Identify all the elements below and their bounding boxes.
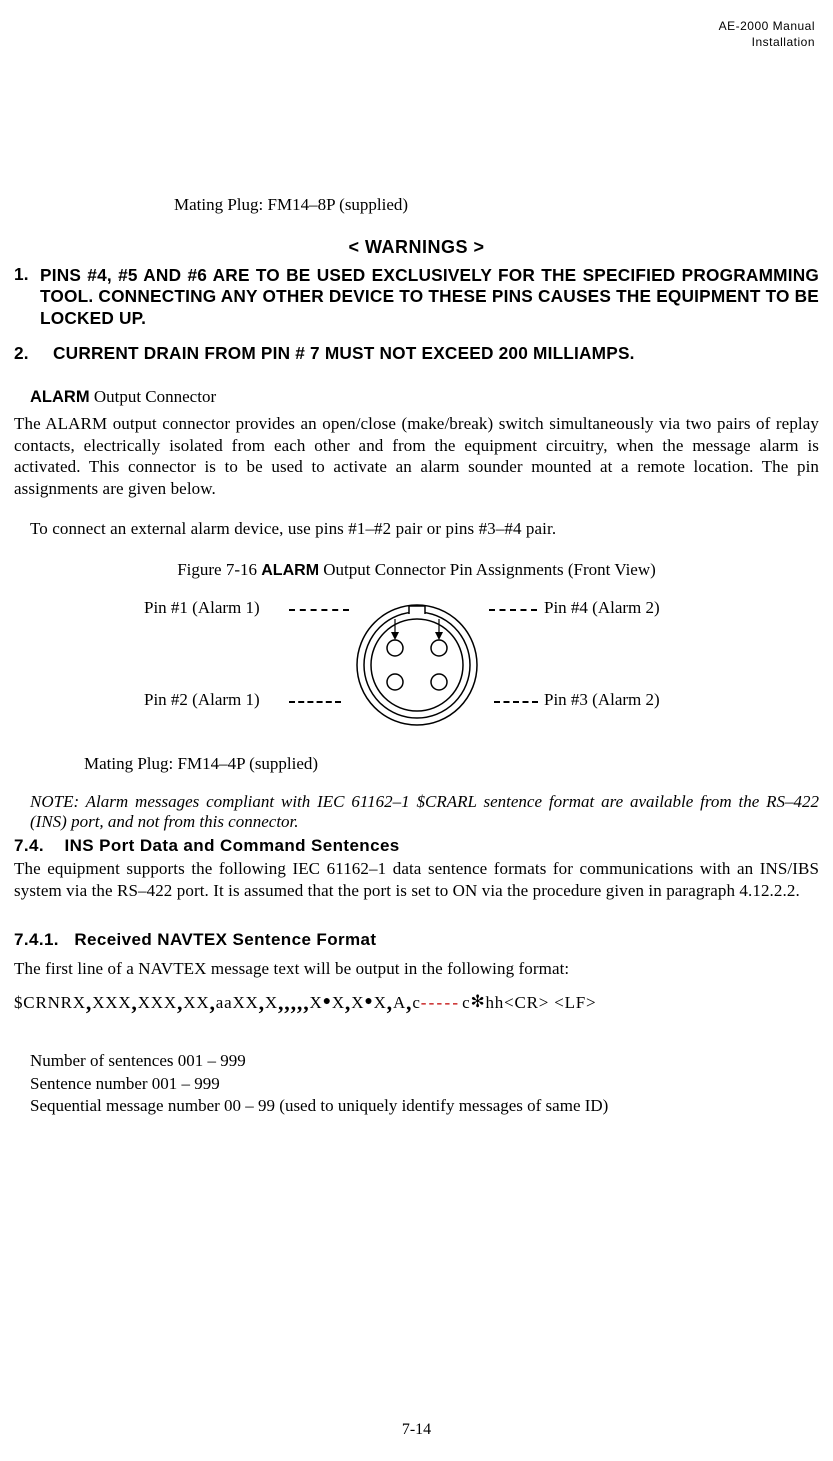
sp11: A — [393, 993, 406, 1012]
mating-plug-bottom: Mating Plug: FM14–4P (supplied) — [84, 754, 819, 774]
sec741-title: Received NAVTEX Sentence Format — [74, 930, 376, 949]
alarm-head-bold: ALARM — [30, 388, 90, 406]
dash-tl — [289, 609, 349, 611]
sp4: XX — [183, 993, 209, 1012]
alarm-head-rest: Output Connector — [90, 387, 217, 406]
alarm-subheading: ALARM Output Connector — [30, 387, 819, 407]
sp3: XXX — [138, 993, 177, 1012]
def-2: Sentence number 001 – 999 — [30, 1073, 819, 1096]
sp8: X — [332, 993, 345, 1012]
sp16: <LF> — [549, 993, 596, 1012]
fig-prefix: Figure 7-16 — [177, 560, 261, 579]
alarm-paragraph-1: The ALARM output connector provides an o… — [14, 413, 819, 500]
warning-item-2: 2. CURRENT DRAIN FROM PIN # 7 MUST NOT E… — [14, 343, 819, 365]
sp2: XXX — [92, 993, 131, 1012]
sp9: X — [351, 993, 364, 1012]
def-1: Number of sentences 001 – 999 — [30, 1050, 819, 1073]
sp14: hh — [486, 993, 505, 1012]
connector-diagram: Pin #1 (Alarm 1) Pin #4 (Alarm 2) Pin #2… — [14, 592, 819, 740]
dash-br — [494, 701, 538, 703]
header-line2: Installation — [752, 35, 815, 49]
pin-4-label: Pin #4 (Alarm 2) — [544, 598, 660, 618]
sec741-num: 7.4.1. — [14, 930, 59, 949]
sp7: X — [310, 993, 323, 1012]
header-line1: AE-2000 Manual — [719, 19, 815, 33]
sp1: $CRNRX — [14, 993, 86, 1012]
connector-svg — [352, 600, 482, 730]
def-3: Sequential message number 00 – 99 (used … — [30, 1095, 819, 1118]
pin-1-label: Pin #1 (Alarm 1) — [144, 598, 260, 618]
sp15: <CR> — [504, 993, 549, 1012]
fig-suffix: Output Connector Pin Assignments (Front … — [319, 560, 656, 579]
fig-bold: ALARM — [261, 562, 319, 579]
pin-3-label: Pin #3 (Alarm 2) — [544, 690, 660, 710]
dash-bl — [289, 701, 341, 703]
sec74-title: INS Port Data and Command Sentences — [64, 836, 399, 855]
sec74-para: The equipment supports the following IEC… — [14, 858, 819, 902]
section-7-4-1-heading: 7.4.1. Received NAVTEX Sentence Format — [14, 930, 819, 950]
section-7-4-heading: 7.4. INS Port Data and Command Sentences — [14, 836, 819, 856]
sentence-format: $CRNRX,XXX,XXX,XX,aaXX,X,,,,,X●X,X●X,A,c… — [14, 988, 819, 1014]
red-dashes: - - - - - — [421, 993, 457, 1012]
sec741-para: The first line of a NAVTEX message text … — [14, 958, 819, 980]
sp12: c — [412, 993, 420, 1012]
page-header: AE-2000 Manual Installation — [719, 18, 815, 50]
alarm-paragraph-2: To connect an external alarm device, use… — [30, 518, 819, 540]
dash-tr — [489, 609, 537, 611]
mating-plug-top: Mating Plug: FM14–8P (supplied) — [174, 195, 819, 215]
warnings-heading: < WARNINGS > — [14, 237, 819, 258]
sec74-num: 7.4. — [14, 836, 44, 855]
page-footer: 7-14 — [0, 1421, 833, 1439]
warning-2-text: CURRENT DRAIN FROM PIN # 7 MUST NOT EXCE… — [53, 343, 635, 363]
warning-1-text: PINS #4, #5 AND #6 ARE TO BE USED EXCLUS… — [40, 265, 819, 330]
sp6: X — [265, 993, 278, 1012]
sp5: aaXX — [216, 993, 259, 1012]
figure-caption: Figure 7-16 ALARM Output Connector Pin A… — [14, 560, 819, 580]
pin-2-label: Pin #2 (Alarm 1) — [144, 690, 260, 710]
alarm-note: NOTE: Alarm messages compliant with IEC … — [30, 792, 819, 833]
warning-item-1: 1. PINS #4, #5 AND #6 ARE TO BE USED EXC… — [14, 264, 819, 329]
warning-1-number: 1. — [14, 264, 40, 286]
sp10: X — [374, 993, 387, 1012]
warning-2-number: 2. — [14, 343, 48, 365]
